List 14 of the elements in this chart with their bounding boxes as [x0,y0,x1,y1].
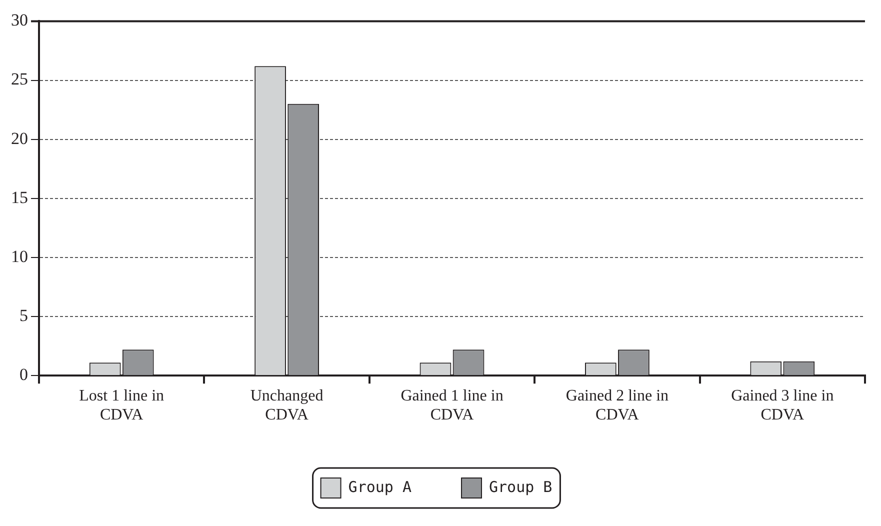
y-tick-label: 5 [20,306,28,325]
x-tick-label: Gained 3 line in CDVA [731,387,834,424]
x-tick-label: Gained 2 line in CDVA [566,387,669,424]
legend-label: Group A [348,478,412,496]
y-tick-label: 10 [11,246,28,266]
y-tick-label: 25 [11,70,28,89]
x-tick-label: Gained 1 line in CDVA [400,387,504,424]
legend-label: Group B [489,478,552,496]
x-tick-label: Unchanged CDVA [250,387,324,424]
x-tick-label: Lost 1 line in CDVA [79,387,164,424]
y-tick-label: 20 [11,128,28,148]
y-tick-label: 15 [11,188,28,207]
y-tick-label: 0 [20,365,28,384]
y-tick-label: 30 [11,10,28,30]
